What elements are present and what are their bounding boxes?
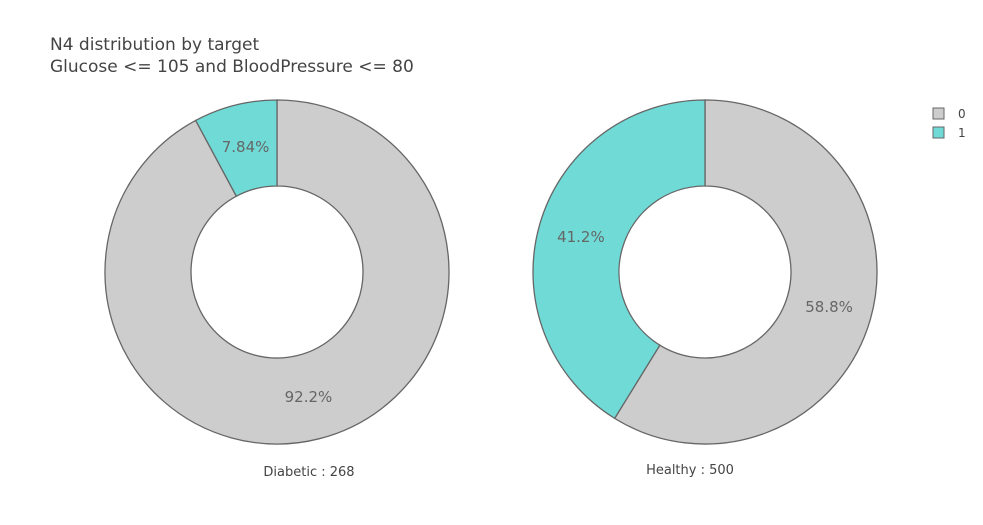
slice-label-healthy-1: 41.2% bbox=[557, 228, 605, 246]
caption-healthy: Healthy : 500 bbox=[646, 463, 734, 478]
chart-title: N4 distribution by target bbox=[50, 35, 259, 55]
chart-subtitle: Glucose <= 105 and BloodPressure <= 80 bbox=[50, 57, 414, 77]
slice-label-diabetic-1: 7.84% bbox=[222, 138, 270, 156]
slice-diabetic-1[interactable] bbox=[194, 99, 278, 198]
slice-healthy-1[interactable] bbox=[532, 99, 706, 420]
slice-label-diabetic-0: 92.2% bbox=[285, 388, 333, 406]
legend-swatch-1[interactable] bbox=[932, 126, 945, 139]
legend-label-0: 0 bbox=[958, 107, 966, 121]
slice-healthy-0[interactable] bbox=[613, 99, 878, 445]
legend-label-1: 1 bbox=[958, 126, 966, 140]
slice-diabetic-0[interactable] bbox=[104, 99, 450, 445]
legend: 0 1 bbox=[932, 107, 966, 140]
caption-diabetic: Diabetic : 268 bbox=[263, 465, 354, 480]
slice-label-healthy-0: 58.8% bbox=[805, 298, 853, 316]
donut-diabetic: 92.2% 7.84% bbox=[104, 99, 450, 445]
donut-healthy: 58.8% 41.2% bbox=[532, 99, 878, 445]
legend-swatch-0[interactable] bbox=[932, 107, 945, 120]
